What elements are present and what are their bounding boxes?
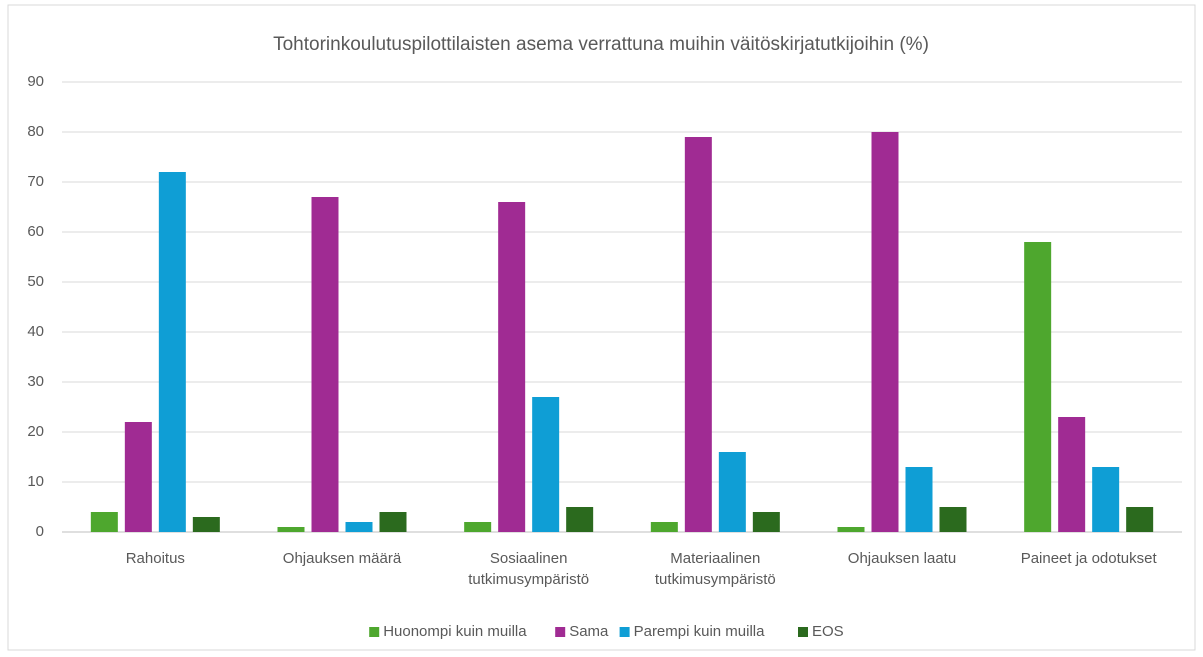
bar xyxy=(124,422,152,532)
bar xyxy=(345,522,373,532)
bar xyxy=(532,397,560,532)
y-tick-label: 20 xyxy=(27,423,44,440)
bar xyxy=(192,517,220,532)
y-tick-label: 30 xyxy=(27,373,44,390)
bar xyxy=(650,522,678,532)
bar xyxy=(498,202,526,532)
bar xyxy=(1126,507,1154,532)
legend-swatch xyxy=(798,627,808,637)
legend-swatch xyxy=(369,627,380,637)
bar xyxy=(277,527,305,532)
legend-label: EOS xyxy=(812,623,844,640)
x-tick-label: Rahoitus xyxy=(125,550,185,567)
x-tick-label: Materiaalinen tutkimusympäristö xyxy=(654,550,776,588)
bar xyxy=(1024,242,1052,532)
y-tick-label: 50 xyxy=(27,273,44,290)
y-tick-label: 60 xyxy=(27,223,44,240)
bar xyxy=(566,507,594,532)
y-tick-label: 80 xyxy=(27,123,44,140)
y-tick-label: 40 xyxy=(27,323,44,340)
bar xyxy=(752,512,780,532)
chart-title: Tohtorinkoulutuspilottilaisten asema ver… xyxy=(273,34,929,55)
legend-label: Huonompi kuin muilla xyxy=(383,623,527,640)
bar xyxy=(684,137,712,532)
y-tick-label: 0 xyxy=(36,523,44,540)
legend-swatch xyxy=(555,627,566,637)
chart-border xyxy=(7,4,1196,651)
bar xyxy=(837,527,865,532)
bar xyxy=(939,507,967,532)
bar xyxy=(311,197,339,532)
legend-label: Parempi kuin muilla xyxy=(634,623,766,640)
bar xyxy=(871,132,899,532)
y-tick-label: 90 xyxy=(27,73,44,90)
bar xyxy=(379,512,407,532)
y-tick-label: 70 xyxy=(27,173,44,190)
bar xyxy=(905,467,933,532)
bar xyxy=(90,512,118,532)
bar xyxy=(464,522,492,532)
legend-swatch xyxy=(619,627,630,637)
bar xyxy=(718,452,746,532)
x-tick-label: Paineet ja odotukset xyxy=(1020,550,1157,567)
legend-label: Sama xyxy=(569,623,609,640)
bar xyxy=(1092,467,1120,532)
x-tick-label: Ohjauksen määrä xyxy=(282,550,402,567)
bar xyxy=(158,172,186,532)
x-tick-label: Sosiaalinen tutkimusympäristö xyxy=(468,550,590,588)
y-tick-label: 10 xyxy=(27,473,44,490)
x-tick-label: Ohjauksen laatu xyxy=(847,550,957,567)
bar xyxy=(1058,417,1086,532)
